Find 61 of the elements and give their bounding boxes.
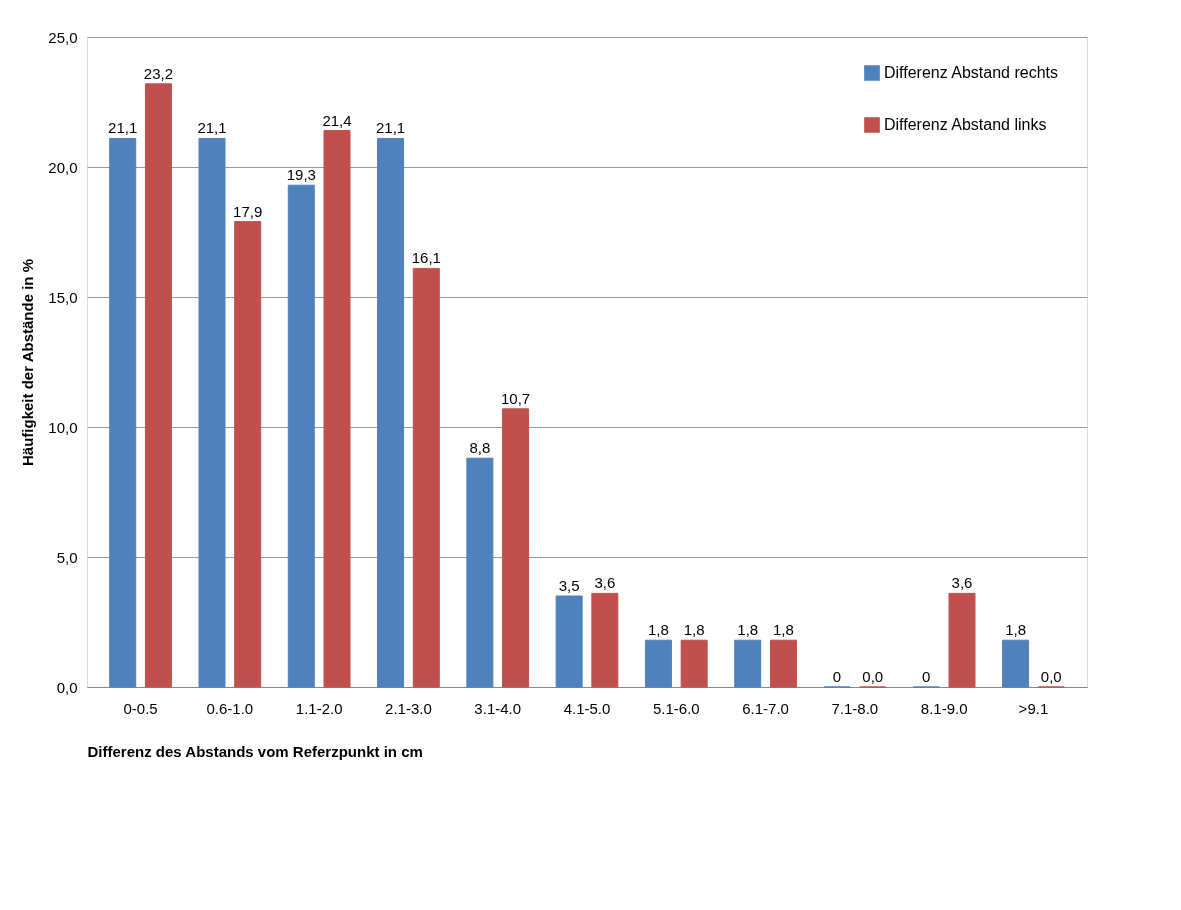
y-tick-label: 25,0 xyxy=(48,28,78,46)
x-tick-label: 3.1-4.0 xyxy=(474,699,522,717)
data-label: 21,1 xyxy=(375,119,406,137)
data-label: 8,8 xyxy=(469,439,491,457)
bar xyxy=(323,130,351,688)
legend-label: Differenz Abstand links xyxy=(884,116,1047,133)
bar xyxy=(555,595,583,688)
data-label: 17,9 xyxy=(233,202,263,220)
bar xyxy=(466,457,494,688)
y-tick-label: 20,0 xyxy=(48,158,78,176)
x-tick-label: 1.1-2.0 xyxy=(295,699,343,717)
data-label: 1,8 xyxy=(648,621,669,639)
bar xyxy=(198,137,226,688)
x-tick-label: 0.6-1.0 xyxy=(206,699,254,717)
bar xyxy=(769,639,797,688)
x-tick-label: 8.1-9.0 xyxy=(920,699,968,717)
data-label: 21,1 xyxy=(108,119,138,137)
data-label: 19,3 xyxy=(286,166,316,184)
bar xyxy=(948,592,976,688)
x-tick-label: 2.1-3.0 xyxy=(385,699,432,717)
data-label: 0 xyxy=(832,668,842,685)
bar xyxy=(377,137,405,688)
x-tick-label: 6.1-7.0 xyxy=(742,699,789,717)
data-label: 1,8 xyxy=(683,621,705,639)
data-label: 10,7 xyxy=(500,389,531,407)
data-label: 23,2 xyxy=(143,64,174,82)
data-label: 1,8 xyxy=(1005,621,1026,639)
bar xyxy=(234,221,262,688)
x-tick-label: >9.1 xyxy=(1018,699,1049,717)
data-label: 3,5 xyxy=(558,577,580,594)
data-label: 1,8 xyxy=(773,621,794,639)
data-label: 3,6 xyxy=(951,574,973,592)
data-label: 3,6 xyxy=(594,574,616,592)
x-tick-label: 7.1-8.0 xyxy=(831,699,879,717)
bar xyxy=(109,137,137,688)
data-label: 21,1 xyxy=(197,119,227,137)
bar xyxy=(644,639,672,688)
y-tick-label: 10,0 xyxy=(48,418,78,436)
y-tick-label: 0,0 xyxy=(56,678,78,696)
y-tick-label: 5,0 xyxy=(56,548,78,566)
data-label: 21,4 xyxy=(322,111,352,129)
bar xyxy=(144,83,172,688)
y-axis-title: Häufigkeit der Abstände in % xyxy=(19,259,37,466)
data-label: 0 xyxy=(922,668,931,685)
bar xyxy=(591,592,619,688)
data-label: 16,1 xyxy=(411,249,441,267)
data-label: 1,8 xyxy=(737,621,759,639)
x-axis-title: Differenz des Abstands vom Referzpunkt in cm xyxy=(87,742,423,760)
x-tick-label: 0-0.5 xyxy=(123,699,158,717)
bar xyxy=(412,267,440,688)
x-tick-label: 5.1-6.0 xyxy=(652,699,700,717)
bar xyxy=(1002,639,1030,688)
data-label: 0,0 xyxy=(862,668,884,685)
y-tick-label: 15,0 xyxy=(48,288,78,306)
bar xyxy=(734,639,762,688)
legend-label: Differenz Abstand rechts xyxy=(884,64,1059,81)
bar xyxy=(502,408,530,688)
bar xyxy=(287,184,315,688)
x-tick-label: 4.1-5.0 xyxy=(563,699,611,717)
data-label: 0,0 xyxy=(1040,668,1062,685)
bar xyxy=(680,639,708,688)
